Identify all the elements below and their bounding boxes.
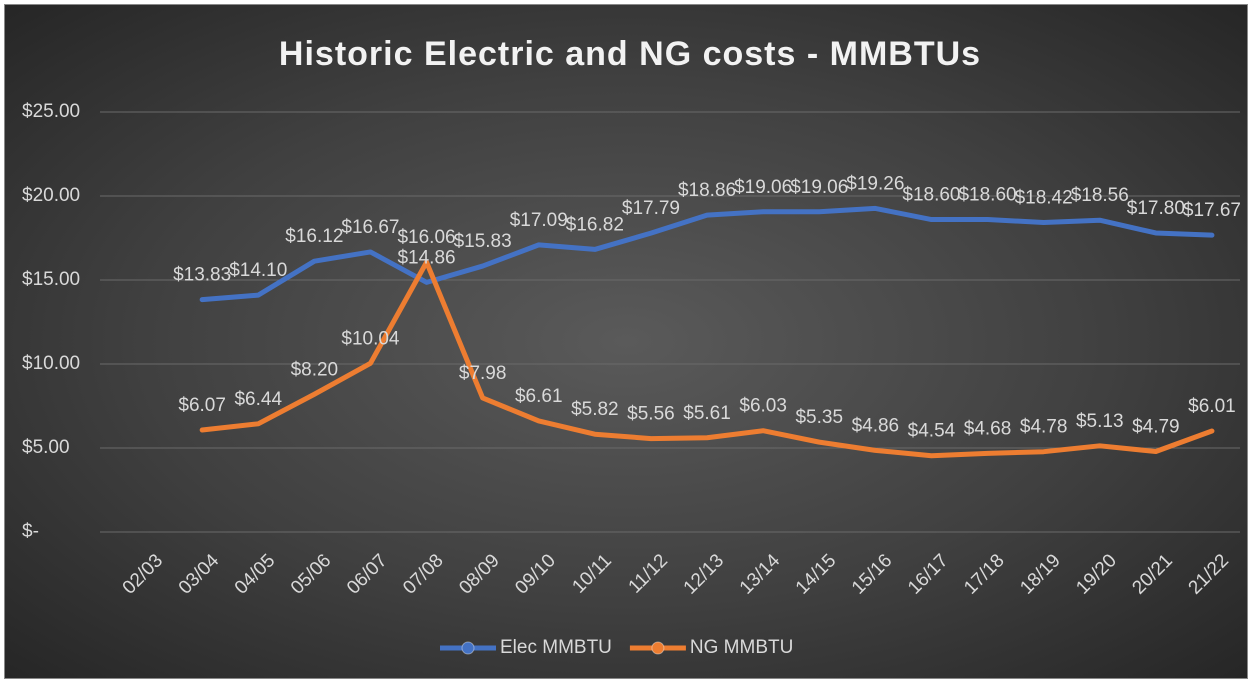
- data-label: $4.54: [908, 421, 956, 442]
- x-tick-label: 05/06: [287, 550, 335, 598]
- line-series: [199, 205, 1215, 303]
- data-label: $5.61: [683, 403, 731, 424]
- data-label: $17.80: [1127, 198, 1185, 219]
- x-tick-label: 19/20: [1072, 550, 1120, 598]
- y-tick-label: $5.00: [22, 437, 70, 458]
- data-label: $14.10: [229, 260, 287, 281]
- data-label: $4.68: [964, 418, 1012, 439]
- data-label: $5.35: [795, 407, 843, 428]
- data-label: $14.86: [397, 247, 455, 268]
- x-tick-label: 02/03: [119, 550, 167, 598]
- x-tick-label: 06/07: [343, 550, 391, 598]
- x-tick-label: 10/11: [568, 550, 615, 597]
- legend-label: Elec MMBTU: [500, 637, 612, 658]
- x-tick-label: 12/13: [680, 550, 728, 598]
- chart-title: Historic Electric and NG costs - MMBTUs: [279, 35, 981, 73]
- y-tick-label: $20.00: [22, 185, 80, 206]
- data-label: $18.60: [902, 185, 960, 206]
- data-label: $17.67: [1183, 200, 1241, 221]
- y-tick-label: $-: [22, 521, 39, 542]
- y-tick-label: $15.00: [22, 269, 80, 290]
- x-tick-label: 15/16: [848, 550, 896, 598]
- data-label: $18.56: [1071, 185, 1129, 206]
- data-label: $17.79: [622, 198, 680, 219]
- x-tick-label: 18/19: [1016, 550, 1064, 598]
- data-label: $6.61: [515, 386, 563, 407]
- data-label: $19.26: [846, 173, 904, 194]
- x-tick-label: 07/08: [399, 550, 447, 598]
- line-series: [199, 259, 1215, 459]
- x-tick-label: 16/17: [904, 550, 952, 598]
- data-label: $5.13: [1076, 411, 1124, 432]
- data-label: $6.03: [739, 396, 787, 417]
- legend-label: NG MMBTU: [690, 637, 793, 658]
- x-tick-label: 13/14: [736, 550, 785, 599]
- data-label: $16.06: [397, 227, 455, 248]
- x-tick-label: 11/12: [625, 550, 672, 597]
- data-label: $4.86: [852, 415, 900, 436]
- data-label: $18.60: [958, 185, 1016, 206]
- x-tick-label: 09/10: [511, 550, 559, 598]
- data-label: $8.20: [291, 359, 339, 380]
- x-tick-label: 04/05: [231, 550, 279, 598]
- x-tick-label: 17/18: [960, 550, 1008, 598]
- data-label: $16.12: [285, 226, 343, 247]
- data-label: $18.42: [1015, 188, 1073, 209]
- legend-marker: [461, 641, 475, 655]
- data-label: $16.67: [341, 217, 399, 238]
- data-label: $4.78: [1020, 417, 1068, 438]
- y-tick-label: $25.00: [22, 101, 80, 122]
- data-label: $7.98: [459, 363, 507, 384]
- data-label: $19.06: [790, 177, 848, 198]
- data-label: $19.06: [734, 177, 792, 198]
- data-label: $15.83: [454, 231, 512, 252]
- y-tick-label: $10.00: [22, 353, 80, 374]
- chart-background: [4, 4, 1248, 679]
- x-tick-label: 08/09: [455, 550, 503, 598]
- data-label: $10.04: [341, 328, 400, 349]
- x-tick-label: 14/15: [792, 550, 840, 598]
- data-label: $13.83: [173, 265, 231, 286]
- x-tick-label: 21/22: [1185, 550, 1233, 598]
- data-label: $6.01: [1188, 396, 1236, 417]
- data-label: $16.82: [566, 214, 624, 235]
- data-label: $17.09: [510, 210, 568, 231]
- data-label: $6.44: [234, 389, 282, 410]
- data-label: $5.56: [627, 404, 675, 425]
- x-tick-label: 20/21: [1128, 550, 1176, 598]
- data-label: $5.82: [571, 399, 619, 420]
- data-label: $4.79: [1132, 417, 1180, 438]
- x-tick-label: 03/04: [175, 550, 224, 599]
- legend-marker: [651, 641, 665, 655]
- data-label: $6.07: [178, 395, 226, 416]
- data-label: $18.86: [678, 180, 736, 201]
